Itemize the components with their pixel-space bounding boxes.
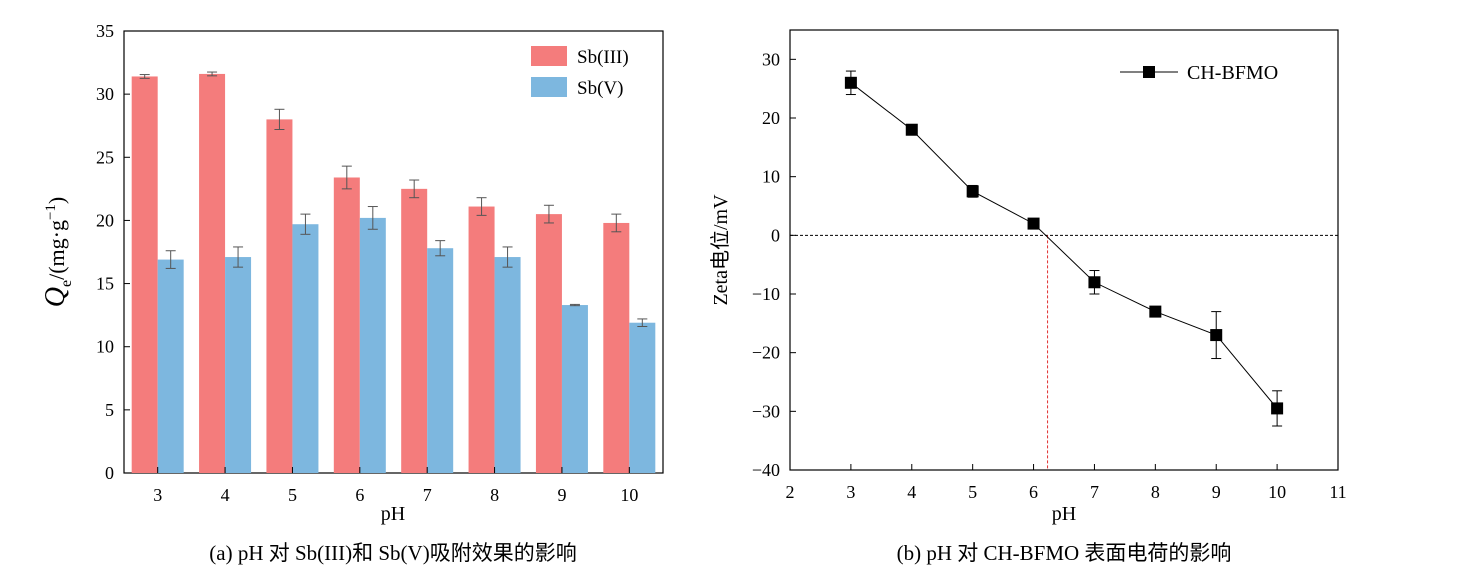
chart-a-caption: (a) pH 对 Sb(III)和 Sb(V)吸附效果的影响 <box>209 541 576 565</box>
chart-a-y-label-superscript: −1 <box>43 204 59 220</box>
x-tick-label: 10 <box>620 485 638 505</box>
chart-a-y-label-subscript: e <box>58 280 75 287</box>
y-tick-label: 35 <box>96 21 114 41</box>
y-tick-label: 30 <box>96 84 114 104</box>
x-tick-label: 5 <box>288 485 297 505</box>
x-tick-label: 2 <box>786 482 795 502</box>
data-point-marker <box>1271 402 1284 415</box>
bar-sb5 <box>427 248 454 473</box>
bar-sb3 <box>266 119 293 474</box>
bar-sb3 <box>468 206 495 473</box>
chart-b: 2 3 4 5 6 7 8 9 10 11 30 20 10 0 −10 −20 −30 −40 pH Zeta电… <box>709 29 1347 565</box>
x-tick-label: 7 <box>423 485 432 505</box>
data-point-marker <box>1149 305 1162 318</box>
y-tick-label: −20 <box>752 343 780 363</box>
data-point-marker <box>1027 217 1040 230</box>
y-tick-label: 10 <box>96 337 114 357</box>
bar-sb5 <box>629 322 656 473</box>
chart-b-axes: 2 3 4 5 6 7 8 9 10 11 30 20 10 0 −10 −20 −30 −40 <box>752 49 1347 502</box>
y-tick-label: 25 <box>96 147 114 167</box>
legend-swatch-sb3 <box>531 46 567 66</box>
y-tick-label: 10 <box>762 167 780 187</box>
chart-a-bars <box>131 71 656 474</box>
x-tick-label: 9 <box>557 485 566 505</box>
y-tick-label: 20 <box>762 108 780 128</box>
x-tick-label: 4 <box>907 482 916 502</box>
x-tick-label: 8 <box>490 485 499 505</box>
chart-a-y-label-close: ) <box>44 197 69 204</box>
bar-sb3 <box>199 73 226 474</box>
bar-sb3 <box>333 177 360 473</box>
x-tick-label: 7 <box>1090 482 1099 502</box>
bar-sb3 <box>401 188 428 473</box>
x-tick-label: 4 <box>221 485 230 505</box>
data-point-marker <box>966 185 979 198</box>
bar-sb3 <box>603 222 630 473</box>
legend-label-sb3: Sb(III) <box>577 47 629 68</box>
bar-sb5 <box>292 224 319 473</box>
y-tick-label: −10 <box>752 284 780 304</box>
chart-a-plot-frame <box>123 30 664 474</box>
chart-a-y-label-symbol: Q <box>40 287 71 307</box>
y-tick-label: 5 <box>105 400 114 420</box>
y-tick-label: 20 <box>96 210 114 230</box>
x-tick-label: 8 <box>1151 482 1160 502</box>
data-point-marker <box>1210 329 1223 342</box>
chart-b-series <box>844 70 1284 427</box>
chart-a-x-axis-label: pH <box>381 503 405 525</box>
bar-sb5 <box>494 257 521 473</box>
bar-sb3 <box>535 214 562 473</box>
x-tick-label: 10 <box>1268 482 1286 502</box>
series-line-ch-bfmo <box>850 82 1278 409</box>
data-point-marker <box>844 76 857 89</box>
y-tick-label: −30 <box>752 401 780 421</box>
chart-b-reference-lines <box>790 234 1338 470</box>
chart-b-legend: CH-BFMO <box>1120 62 1278 84</box>
chart-a-y-label-unit: /(mg·g <box>44 220 69 280</box>
x-tick-label: 6 <box>1029 482 1038 502</box>
bar-sb5 <box>561 305 588 473</box>
x-tick-label: 3 <box>846 482 855 502</box>
chart-a-y-ticks: 0 5 10 15 20 25 30 35 <box>96 21 130 483</box>
data-point-marker <box>1088 276 1101 289</box>
legend-swatch-sb5 <box>531 77 567 97</box>
bar-sb3 <box>131 76 158 473</box>
y-tick-label: 15 <box>96 274 114 294</box>
chart-a-legend: Sb(III) Sb(V) <box>531 46 629 99</box>
legend-label-ch-bfmo: CH-BFMO <box>1187 62 1278 84</box>
y-tick-label: 30 <box>762 49 780 69</box>
x-tick-label: 5 <box>968 482 977 502</box>
data-point-marker <box>905 123 918 136</box>
x-tick-label: 3 <box>153 485 162 505</box>
chart-b-caption: (b) pH 对 CH-BFMO 表面电荷的影响 <box>897 541 1232 565</box>
chart-b-plot-frame <box>789 29 1339 471</box>
chart-b-x-axis-label: pH <box>1052 503 1076 525</box>
bar-sb5 <box>359 217 386 473</box>
chart-b-y-axis-label: Zeta电位/mV <box>709 194 732 306</box>
x-tick-label: 6 <box>355 485 364 505</box>
chart-a-x-tick-labels: 3 4 5 6 7 8 9 10 <box>153 467 638 505</box>
y-tick-label: 0 <box>771 225 780 245</box>
bar-sb5 <box>225 257 252 473</box>
legend-label-sb5: Sb(V) <box>577 78 623 99</box>
y-tick-label: 0 <box>105 463 114 483</box>
y-tick-label: −40 <box>752 460 780 480</box>
bar-sb5 <box>157 259 184 473</box>
x-tick-label: 9 <box>1212 482 1221 502</box>
chart-a-y-axis-label: Qe/(mg·g−1) <box>40 197 75 308</box>
x-tick-label: 11 <box>1329 482 1346 502</box>
legend-marker-ch-bfmo <box>1143 66 1155 78</box>
